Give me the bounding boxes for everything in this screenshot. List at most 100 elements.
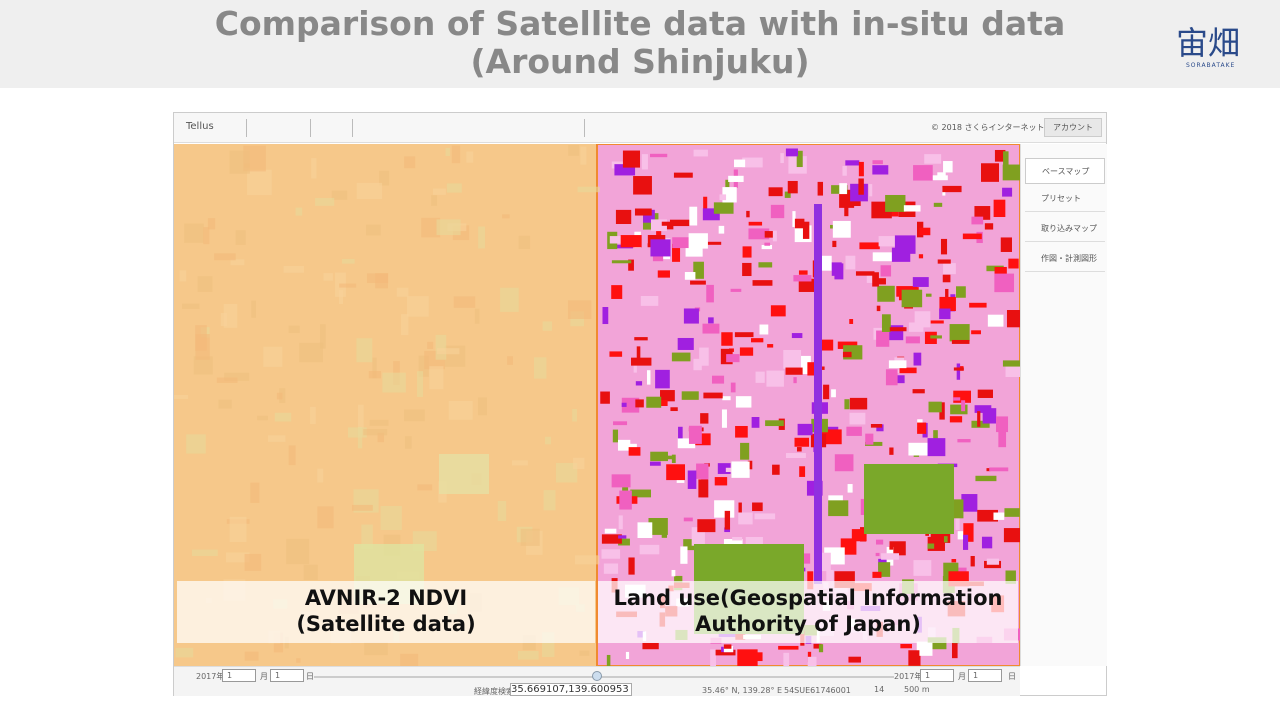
- month-select[interactable]: 1: [920, 669, 954, 682]
- search-label: 経緯度検索: [474, 687, 514, 696]
- land-parcel: [689, 206, 698, 226]
- unit: 月: [260, 672, 268, 681]
- land-parcel: [754, 513, 776, 520]
- land-parcel: [713, 202, 734, 214]
- land-parcel: [875, 552, 880, 557]
- land-parcel: [734, 332, 754, 338]
- caption-line: AVNIR-2 NDVI: [304, 586, 468, 610]
- month-select[interactable]: 1: [222, 669, 256, 682]
- texture: [417, 371, 424, 397]
- land-parcel: [699, 347, 709, 366]
- land-parcel: [994, 266, 1007, 279]
- texture: [218, 399, 232, 409]
- land-parcel: [649, 461, 661, 466]
- texture: [250, 482, 260, 503]
- land-parcel: [846, 426, 862, 436]
- land-parcel: [855, 271, 875, 276]
- panel-item[interactable]: 作図・計測図形: [1025, 246, 1105, 272]
- land-parcel: [981, 163, 999, 182]
- land-parcel: [687, 470, 697, 489]
- green-area: [439, 454, 489, 494]
- texture: [347, 427, 367, 438]
- day-select[interactable]: 1: [968, 669, 1002, 682]
- texture: [572, 408, 577, 422]
- caption-line: Land use(Geospatial Information: [613, 586, 1003, 610]
- texture: [432, 188, 446, 195]
- land-parcel: [783, 652, 790, 666]
- brand[interactable]: Tellus: [186, 121, 214, 132]
- caption: AVNIR-2 NDVI (Satellite data): [177, 581, 595, 643]
- panel-item[interactable]: ベースマップ: [1025, 158, 1105, 184]
- land-parcel: [971, 216, 984, 225]
- texture: [421, 217, 441, 238]
- land-parcel: [606, 654, 611, 666]
- texture: [577, 186, 600, 193]
- land-parcel: [620, 235, 642, 248]
- land-parcel: [664, 222, 674, 230]
- land-parcel: [876, 305, 881, 312]
- land-parcel: [747, 460, 753, 470]
- land-parcel: [625, 651, 630, 660]
- land-parcel: [706, 284, 714, 303]
- texture: [229, 150, 250, 174]
- land-parcel: [951, 642, 958, 659]
- land-parcel: [839, 183, 847, 195]
- search-input[interactable]: 35.669107,139.600953: [510, 683, 632, 696]
- day-select[interactable]: 1: [270, 669, 304, 682]
- texture: [502, 214, 510, 219]
- land-parcel: [865, 441, 883, 446]
- texture: [427, 341, 434, 350]
- land-parcel: [724, 510, 731, 530]
- land-parcel: [796, 150, 803, 168]
- land-parcel: [974, 206, 991, 220]
- land-parcel: [849, 319, 854, 324]
- land-parcel: [828, 500, 849, 517]
- land-parcel: [666, 464, 686, 481]
- land-parcel: [848, 656, 861, 663]
- slider-handle[interactable]: [592, 671, 602, 681]
- land-parcel: [928, 401, 942, 413]
- texture: [364, 642, 388, 656]
- texture: [404, 156, 416, 169]
- land-parcel: [758, 262, 773, 268]
- texture: [191, 549, 218, 557]
- land-parcel: [646, 370, 651, 385]
- land-parcel: [817, 181, 824, 196]
- land-parcel: [637, 522, 653, 538]
- land-parcel: [963, 534, 969, 550]
- land-parcel: [912, 389, 925, 394]
- land-parcel: [730, 288, 742, 292]
- land-parcel: [759, 324, 769, 335]
- land-parcel: [655, 369, 670, 389]
- land-parcel: [680, 546, 688, 564]
- texture: [229, 516, 247, 543]
- land-parcel: [793, 377, 797, 384]
- land-parcel: [977, 509, 998, 522]
- land-parcel: [640, 295, 659, 306]
- land-parcel: [764, 242, 771, 246]
- land-parcel: [725, 179, 730, 189]
- panel-item[interactable]: プリセット: [1025, 186, 1105, 212]
- texture: [533, 357, 547, 379]
- panel-item[interactable]: 取り込みマップ: [1025, 216, 1105, 242]
- land-parcel: [939, 308, 951, 320]
- texture: [567, 300, 592, 319]
- land-parcel: [831, 262, 842, 276]
- logo: 宙畑: [1176, 24, 1241, 62]
- texture: [251, 300, 256, 318]
- land-parcel: [615, 209, 632, 225]
- texture: [323, 273, 333, 281]
- land-parcel: [876, 424, 884, 432]
- rail: [814, 204, 822, 584]
- land-parcel: [714, 477, 728, 486]
- land-parcel: [866, 271, 878, 283]
- land-parcel: [996, 416, 1009, 433]
- slider[interactable]: [314, 676, 894, 678]
- land-parcel: [974, 405, 992, 413]
- land-parcel: [684, 272, 696, 280]
- account-button[interactable]: アカウント: [1044, 118, 1102, 137]
- texture: [216, 377, 238, 383]
- side-panel: ベースマップ プリセット 取り込みマップ 作図・計測図形: [1020, 144, 1107, 666]
- texture: [436, 219, 461, 236]
- land-parcel: [872, 571, 882, 578]
